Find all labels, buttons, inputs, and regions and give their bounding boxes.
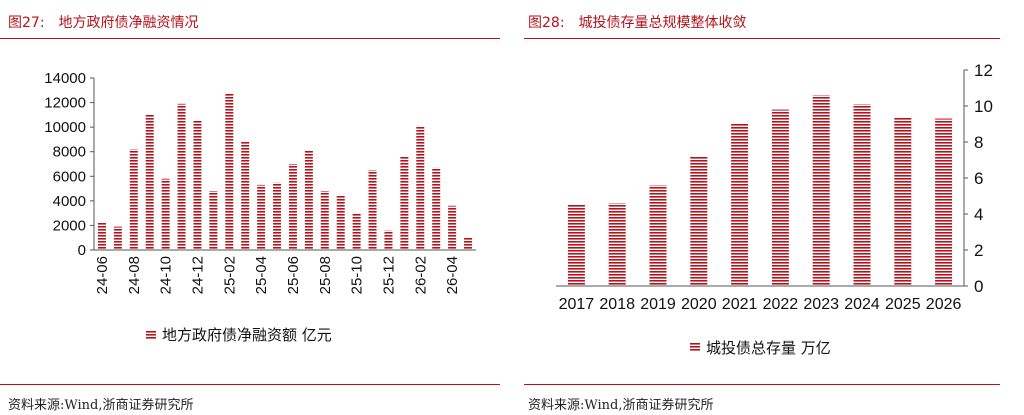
left-bar-24-11 (177, 103, 186, 250)
left-y-tick-label: 2000 (53, 217, 86, 234)
left-legend: 地方政府债净融资额 亿元 (146, 326, 332, 344)
left-bar-26-01 (400, 156, 409, 250)
right-x-tick-label: 2024 (844, 296, 880, 313)
right-x-tick-label: 2022 (763, 296, 799, 313)
right-y-tick-label: 6 (974, 169, 983, 188)
right-bar-2019 (649, 185, 667, 286)
left-x-tick-label: 25-04 (253, 256, 270, 294)
right-y-tick-label: 2 (974, 241, 983, 260)
left-bar-24-06 (97, 222, 106, 250)
left-x-tick-label: 25-12 (380, 256, 397, 294)
right-figure-title: 图28: 城投债存量总规模整体收敛 (528, 12, 747, 32)
left-source-note: 资料来源:Wind,浙商证券研究所 (8, 394, 194, 413)
right-bar-2022 (771, 109, 789, 286)
left-chart: 0 2000 4000 6000 8000 10000 12000 14000 24-06 24-… (0, 40, 500, 380)
left-bar-25-09 (336, 194, 345, 250)
left-source-label: 资料来源: (8, 398, 65, 413)
right-bar-2024 (853, 104, 871, 286)
left-source-text: Wind,浙商证券研究所 (64, 398, 194, 413)
right-bar-2018 (608, 203, 626, 286)
right-x-tick-label: 2026 (926, 296, 962, 313)
left-y-tick-label: 0 (78, 242, 86, 259)
right-bar-2025 (894, 116, 912, 286)
left-y-tick-label: 10000 (44, 119, 86, 136)
right-bar-2021 (731, 124, 749, 286)
left-x-tick-label: 25-08 (317, 256, 334, 294)
right-x-tick-label: 2021 (722, 296, 758, 313)
left-x-tick-label: 26-04 (444, 256, 461, 294)
left-bar-25-11 (368, 170, 377, 250)
left-y-tick-label: 6000 (53, 168, 86, 185)
right-legend-label: 城投债总存量 万亿 (706, 339, 831, 357)
left-bar-25-03 (241, 141, 250, 250)
left-legend-label: 地方政府债净融资额 亿元 (162, 326, 332, 344)
left-y-tick-label: 4000 (53, 193, 86, 210)
left-bar-25-05 (273, 182, 282, 250)
right-source-note: 资料来源:Wind,浙商证券研究所 (528, 394, 714, 413)
right-y-tick-label: 4 (974, 205, 983, 224)
left-bar-26-02 (416, 125, 425, 250)
right-bar-2023 (812, 95, 830, 286)
right-y-tick-label: 0 (974, 277, 983, 296)
right-figure-caption: 城投债存量总规模整体收敛 (578, 15, 747, 31)
left-figure-title: 图27: 地方政府债净融资情况 (8, 12, 199, 32)
left-x-tick-label: 24-06 (94, 256, 111, 294)
right-x-tick-label: 2023 (803, 296, 839, 313)
left-title-rule (0, 38, 500, 39)
left-bar-26-03 (432, 167, 441, 250)
left-x-tick-label: 24-12 (189, 256, 206, 294)
left-figure-caption: 地方政府债净融资情况 (58, 15, 199, 31)
left-bar-25-08 (320, 191, 329, 250)
right-y-tick-label: 12 (974, 61, 993, 80)
left-bar-24-10 (161, 178, 170, 250)
left-x-tick-label: 26-02 (412, 256, 429, 294)
right-x-tick-label: 2018 (599, 296, 635, 313)
left-bar-25-07 (304, 150, 313, 250)
right-source-text: Wind,浙商证券研究所 (584, 398, 714, 413)
left-figure-number: 图27: (8, 15, 45, 31)
left-bar-25-04 (257, 184, 266, 250)
left-bar-25-10 (352, 213, 361, 250)
left-y-tick-label: 12000 (44, 95, 86, 112)
left-bar-25-01 (209, 191, 218, 250)
left-x-tick-label: 24-10 (158, 256, 175, 294)
right-bar-2020 (690, 156, 708, 286)
right-source-rule (524, 384, 1000, 385)
left-bar-24-12 (193, 121, 202, 250)
left-figure-panel: 图27: 地方政府债净融资情况 0 2000 4000 6000 8000 10000 120… (0, 0, 500, 415)
left-x-tick-label: 24-08 (126, 256, 143, 294)
left-y-tick-label: 14000 (44, 70, 86, 87)
right-y-tick-label: 10 (974, 97, 993, 116)
left-y-tick-label: 8000 (53, 144, 86, 161)
left-bar-25-12 (384, 230, 393, 250)
right-chart: 0 2 4 6 8 10 12 2017 2018 2019 2020 2021 2022 2023 202… (524, 40, 1024, 380)
left-bar-26-05 (464, 237, 473, 250)
right-legend-swatch (690, 342, 700, 352)
right-source-label: 资料来源: (528, 398, 585, 413)
left-bar-24-09 (145, 114, 154, 250)
right-bar-2026 (935, 118, 953, 286)
right-figure-number: 图28: (528, 15, 565, 31)
right-title-rule (524, 38, 1000, 39)
left-x-tick-label: 25-10 (349, 256, 366, 294)
left-legend-swatch (146, 330, 156, 340)
right-bar-2017 (567, 205, 585, 286)
left-bar-26-04 (448, 205, 457, 250)
right-y-tick-label: 8 (974, 133, 983, 152)
left-bar-25-02 (225, 93, 234, 250)
left-x-tick-label: 25-02 (221, 256, 238, 294)
left-bar-24-08 (129, 149, 138, 250)
left-bar-24-07 (113, 226, 122, 250)
right-x-tick-label: 2025 (885, 296, 921, 313)
right-x-tick-label: 2020 (681, 296, 717, 313)
right-figure-panel: 图28: 城投债存量总规模整体收敛 0 2 4 6 8 10 12 2017 2018 2019 20… (524, 0, 1024, 415)
right-x-tick-label: 2017 (559, 296, 595, 313)
left-x-tick-label: 25-06 (285, 256, 302, 294)
right-x-tick-label: 2019 (640, 296, 676, 313)
left-bar-25-06 (288, 164, 297, 250)
left-source-rule (0, 384, 500, 385)
right-legend: 城投债总存量 万亿 (690, 339, 831, 357)
